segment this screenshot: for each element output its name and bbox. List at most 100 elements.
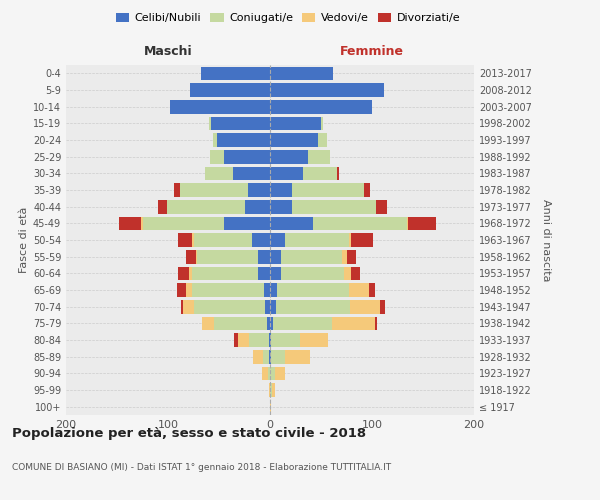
Bar xyxy=(268,366,270,380)
Bar xyxy=(347,250,356,264)
Bar xyxy=(364,183,370,197)
Bar xyxy=(343,250,347,264)
Bar xyxy=(184,300,193,314)
Bar xyxy=(267,316,270,330)
Bar xyxy=(270,100,372,114)
Bar xyxy=(270,300,276,314)
Bar xyxy=(210,150,224,164)
Bar xyxy=(275,366,286,380)
Bar xyxy=(270,233,286,247)
Bar xyxy=(270,316,273,330)
Bar xyxy=(380,300,385,314)
Bar xyxy=(286,350,310,364)
Bar xyxy=(270,400,271,413)
Bar xyxy=(313,216,407,230)
Bar xyxy=(142,216,143,230)
Legend: Celibi/Nubili, Coniugati/e, Vedovi/e, Divorziati/e: Celibi/Nubili, Coniugati/e, Vedovi/e, Di… xyxy=(112,8,464,28)
Bar xyxy=(270,200,292,213)
Bar xyxy=(209,116,211,130)
Bar xyxy=(263,350,269,364)
Bar xyxy=(233,166,270,180)
Bar xyxy=(408,216,436,230)
Bar xyxy=(187,283,193,297)
Bar xyxy=(349,233,350,247)
Bar xyxy=(217,133,270,147)
Text: Popolazione per età, sesso e stato civile - 2018: Popolazione per età, sesso e stato civil… xyxy=(12,428,366,440)
Bar xyxy=(214,316,267,330)
Bar xyxy=(119,216,142,230)
Text: COMUNE DI BASIANO (MI) - Dati ISTAT 1° gennaio 2018 - Elaborazione TUTTITALIA.IT: COMUNE DI BASIANO (MI) - Dati ISTAT 1° g… xyxy=(12,462,391,471)
Bar xyxy=(181,300,184,314)
Bar xyxy=(337,166,340,180)
Bar xyxy=(271,350,286,364)
Bar xyxy=(344,266,350,280)
Bar xyxy=(271,333,299,347)
Bar xyxy=(270,116,321,130)
Bar xyxy=(178,266,190,280)
Bar xyxy=(321,116,323,130)
Bar xyxy=(270,383,272,397)
Bar xyxy=(234,333,238,347)
Bar xyxy=(224,216,270,230)
Bar xyxy=(350,300,380,314)
Bar xyxy=(193,266,258,280)
Bar xyxy=(270,266,281,280)
Bar xyxy=(248,333,269,347)
Bar xyxy=(270,216,313,230)
Bar xyxy=(270,150,308,164)
Bar xyxy=(193,300,265,314)
Bar xyxy=(258,250,270,264)
Y-axis label: Anni di nascita: Anni di nascita xyxy=(541,198,551,281)
Bar xyxy=(238,333,248,347)
Bar xyxy=(350,266,360,280)
Bar xyxy=(177,283,187,297)
Bar xyxy=(174,183,180,197)
Bar xyxy=(376,200,388,213)
Bar xyxy=(262,366,268,380)
Bar xyxy=(200,66,270,80)
Bar xyxy=(292,183,364,197)
Y-axis label: Fasce di età: Fasce di età xyxy=(19,207,29,273)
Bar xyxy=(251,233,270,247)
Bar xyxy=(158,200,167,213)
Bar xyxy=(270,250,281,264)
Bar xyxy=(167,200,245,213)
Bar xyxy=(375,316,377,330)
Bar xyxy=(269,350,270,364)
Bar xyxy=(270,366,275,380)
Bar xyxy=(281,250,343,264)
Bar xyxy=(369,283,375,297)
Bar xyxy=(270,283,277,297)
Bar xyxy=(190,83,270,97)
Bar xyxy=(205,166,233,180)
Text: Femmine: Femmine xyxy=(340,45,404,58)
Bar xyxy=(213,133,217,147)
Bar xyxy=(258,266,270,280)
Bar xyxy=(270,133,318,147)
Bar xyxy=(270,333,271,347)
Bar xyxy=(332,316,375,330)
Bar xyxy=(187,250,196,264)
Bar xyxy=(248,183,270,197)
Bar xyxy=(286,233,349,247)
Bar xyxy=(318,133,327,147)
Bar xyxy=(180,183,248,197)
Bar xyxy=(178,233,193,247)
Bar xyxy=(407,216,408,230)
Text: Maschi: Maschi xyxy=(143,45,193,58)
Bar xyxy=(349,283,369,297)
Bar xyxy=(193,233,251,247)
Bar xyxy=(273,316,332,330)
Bar xyxy=(270,166,302,180)
Bar xyxy=(253,350,263,364)
Bar xyxy=(281,266,344,280)
Bar xyxy=(143,216,224,230)
Bar xyxy=(269,383,270,397)
Bar xyxy=(193,283,264,297)
Bar xyxy=(308,150,330,164)
Bar xyxy=(245,200,270,213)
Bar xyxy=(302,166,337,180)
Bar xyxy=(270,83,384,97)
Bar xyxy=(276,300,350,314)
Bar xyxy=(269,333,270,347)
